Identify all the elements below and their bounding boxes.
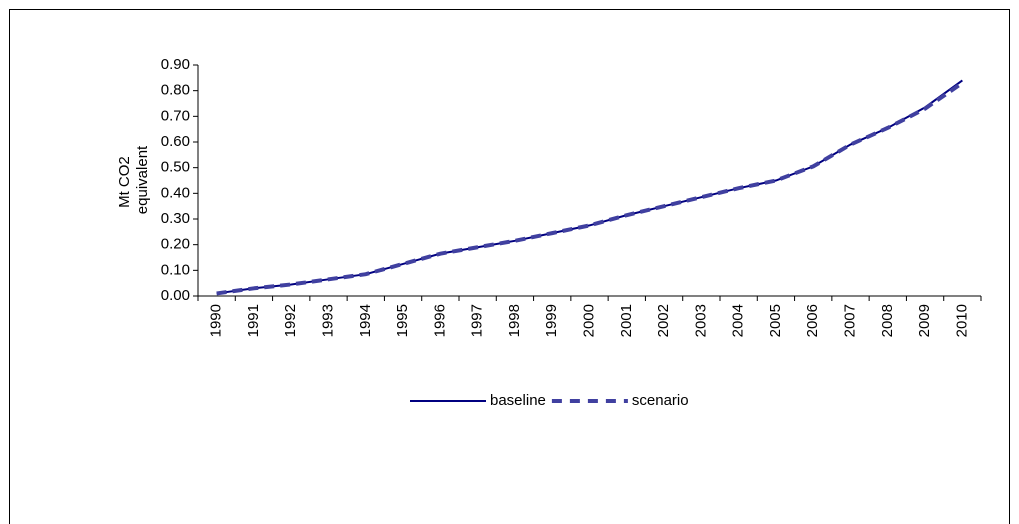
- x-tick-label: 1990: [208, 304, 225, 337]
- x-tick-label: 2002: [655, 304, 672, 337]
- x-tick-label: 1997: [469, 304, 486, 337]
- y-tick-label: 0.50: [161, 159, 190, 176]
- y-axis-title-line: Mt CO2: [116, 156, 133, 208]
- y-axis-title: Mt CO2 equivalent: [116, 145, 151, 214]
- chart-border: [9, 9, 1010, 524]
- x-tick-label: 2010: [953, 304, 970, 337]
- y-tick-label: 0.60: [161, 133, 190, 150]
- x-tick-label: 2000: [580, 304, 597, 337]
- x-tick-label: 2006: [804, 304, 821, 337]
- y-tick-label: 0.80: [161, 82, 190, 99]
- y-tick-label: 0.20: [161, 236, 190, 253]
- x-tick-label: 1991: [245, 304, 262, 337]
- y-tick-label: 0.00: [161, 287, 190, 304]
- y-tick-label: 0.40: [161, 184, 190, 201]
- y-tick-label: 0.30: [161, 210, 190, 227]
- x-tick-label: 1992: [282, 304, 299, 337]
- line-series: [216, 81, 964, 296]
- x-tick-label: 1999: [543, 304, 560, 337]
- y-tick-label: 0.90: [161, 56, 190, 73]
- x-tick-label: 2007: [841, 304, 858, 337]
- x-tick-label: 1998: [506, 304, 523, 337]
- legend-label: baseline: [490, 392, 546, 409]
- x-tick-label: 1996: [431, 304, 448, 337]
- y-tick-label: 0.10: [161, 261, 190, 278]
- x-tick-label: 2009: [916, 304, 933, 337]
- legend-label: scenario: [632, 392, 689, 409]
- x-tick-label: 2008: [879, 304, 896, 337]
- x-tick-label: 2003: [692, 304, 709, 337]
- x-tick-label: 2001: [618, 304, 635, 337]
- x-tick-label: 1994: [357, 304, 374, 337]
- x-tick-label: 2004: [730, 304, 747, 337]
- x-tick-label: 1993: [319, 304, 336, 337]
- y-axis-title-line: equivalent: [134, 145, 151, 214]
- x-tick-label: 2005: [767, 304, 784, 337]
- x-tick-label: 1995: [394, 304, 411, 337]
- y-tick-label: 0.70: [161, 107, 190, 124]
